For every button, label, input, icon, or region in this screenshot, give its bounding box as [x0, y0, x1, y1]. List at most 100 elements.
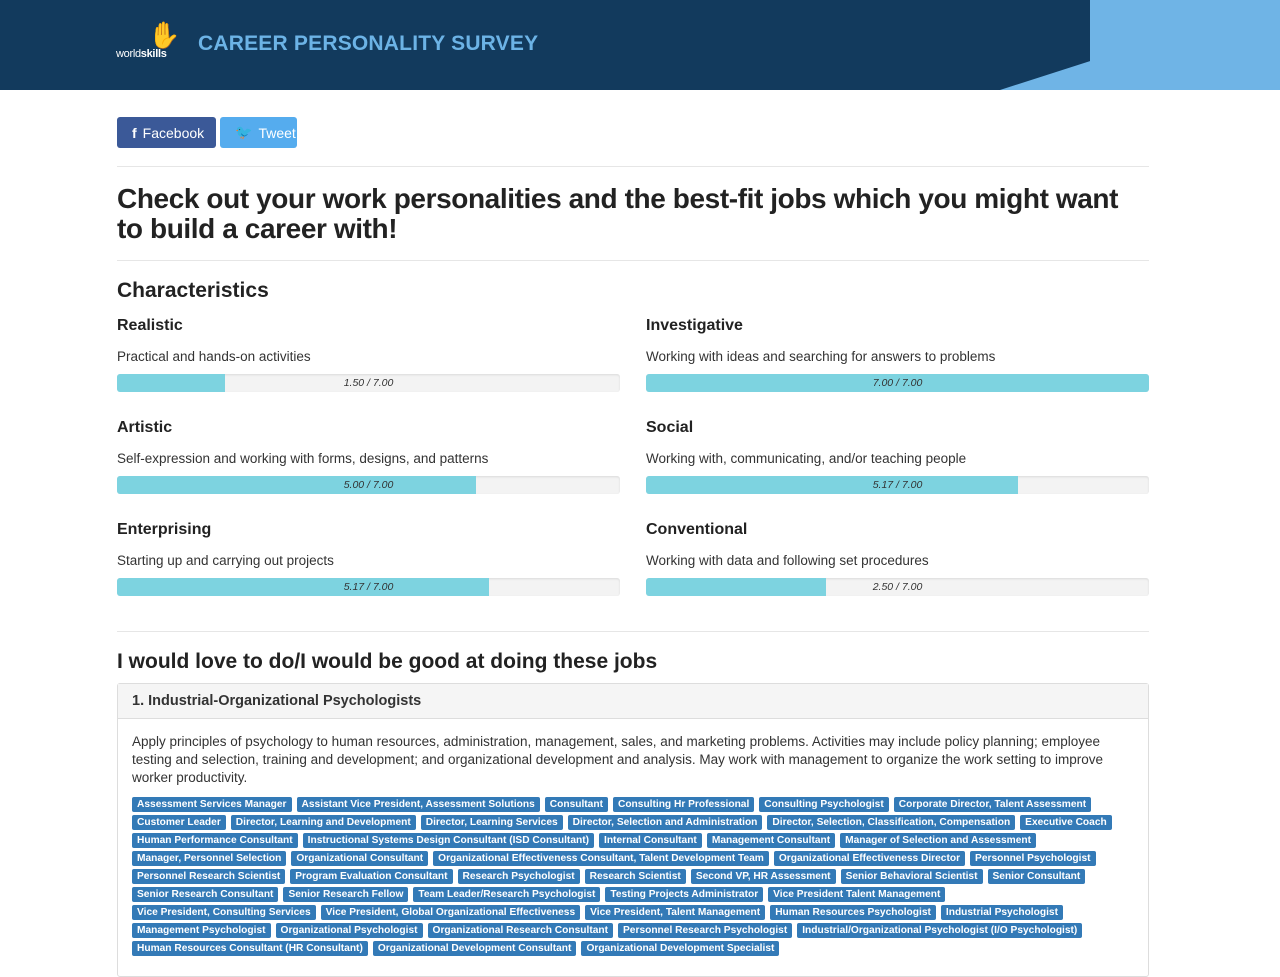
characteristic-desc: Practical and hands-on activities	[117, 349, 311, 364]
job-tag[interactable]: Personnel Psychologist	[970, 851, 1096, 866]
characteristic-investigative: Investigative Working with ideas and sear…	[646, 317, 1149, 419]
job-tag[interactable]: Organizational Effectiveness Consultant,…	[433, 851, 769, 866]
job-tag[interactable]: Organizational Development Consultant	[372, 941, 577, 956]
job-tag[interactable]: Customer Leader	[132, 815, 226, 830]
share-buttons: f Facebook 🐦 Tweet	[117, 117, 1149, 148]
job-tag[interactable]: Industrial Psychologist	[940, 905, 1063, 920]
score-bar: 5.17 / 7.00	[117, 578, 620, 596]
job-tag[interactable]: Director, Learning and Development	[230, 815, 416, 830]
job-tag[interactable]: Vice President, Global Organizational Ef…	[320, 905, 581, 920]
job-tag[interactable]: Personnel Research Scientist	[132, 869, 286, 884]
characteristic-name: Realistic	[117, 317, 183, 334]
job-tag[interactable]: Manager, Personnel Selection	[132, 851, 287, 866]
score-label: 5.17 / 7.00	[343, 581, 394, 593]
score-label: 5.17 / 7.00	[872, 479, 923, 491]
jobs-title: I would love to do/I would be good at do…	[117, 650, 658, 673]
job-tag[interactable]: Organizational Consultant	[291, 851, 429, 866]
job-tag[interactable]: Director, Learning Services	[420, 815, 563, 830]
score-bar-fill	[117, 578, 489, 596]
twitter-icon: 🐦	[235, 124, 253, 140]
job-tag[interactable]: Vice President Talent Management	[768, 887, 946, 902]
job-tag[interactable]: Research Scientist	[584, 869, 686, 884]
job-tag[interactable]: Vice President, Consulting Services	[132, 905, 316, 920]
facebook-label: Facebook	[142, 124, 205, 141]
characteristics-grid: Realistic Practical and hands-on activiti…	[117, 317, 1149, 623]
job-tag[interactable]: Management Consultant	[706, 833, 836, 848]
characteristic-artistic: Artistic Self-expression and working with…	[117, 419, 620, 521]
job-tag[interactable]: Senior Behavioral Scientist	[840, 869, 983, 884]
score-label: 2.50 / 7.00	[872, 581, 923, 593]
worldskills-logo[interactable]: ✋ worldskills	[116, 20, 181, 60]
characteristic-desc: Self-expression and working with forms, …	[117, 451, 489, 466]
job-tag[interactable]: Consultant	[544, 797, 608, 812]
job-title-tags: Assessment Services Manager Assistant Vic…	[132, 797, 1134, 956]
job-tag[interactable]: Senior Consultant	[987, 869, 1086, 884]
job-tag[interactable]: Assistant Vice President, Assessment Sol…	[296, 797, 540, 812]
job-tag[interactable]: Senior Research Fellow	[283, 887, 409, 902]
job-description: Apply principles of psychology to human …	[132, 734, 1104, 785]
job-tag[interactable]: Team Leader/Research Psychologist	[413, 887, 601, 902]
job-tag[interactable]: Organizational Development Specialist	[581, 941, 780, 956]
job-tag[interactable]: Senior Research Consultant	[132, 887, 279, 902]
job-tag[interactable]: Corporate Director, Talent Assessment	[893, 797, 1092, 812]
job-tag[interactable]: Director, Selection and Administration	[567, 815, 763, 830]
tweet-button[interactable]: 🐦 Tweet	[220, 117, 297, 148]
job-panel: 1. Industrial-Organizational Psychologis…	[117, 683, 1149, 977]
header-decoration-fill	[1090, 0, 1280, 90]
job-tag[interactable]: Manager of Selection and Assessment	[840, 833, 1037, 848]
characteristic-desc: Working with ideas and searching for ans…	[646, 349, 996, 364]
score-label: 7.00 / 7.00	[872, 377, 923, 389]
tweet-label: Tweet	[258, 124, 296, 141]
score-bar: 5.00 / 7.00	[117, 476, 620, 494]
score-bar: 2.50 / 7.00	[646, 578, 1149, 596]
job-tag[interactable]: Testing Projects Administrator	[605, 887, 764, 902]
characteristic-name: Investigative	[646, 317, 743, 334]
hand-icon: ✋	[148, 20, 181, 50]
score-label: 1.50 / 7.00	[343, 377, 394, 389]
score-bar-fill	[117, 374, 225, 392]
facebook-icon: f	[132, 124, 137, 141]
characteristic-enterprising: Enterprising Starting up and carrying out…	[117, 521, 620, 623]
job-tag[interactable]: Director, Selection, Classification, Com…	[767, 815, 1016, 830]
characteristic-name: Social	[646, 419, 694, 436]
site-header: ✋ worldskills CAREER PERSONALITY SURVEY	[0, 0, 1280, 90]
job-tag[interactable]: Second VP, HR Assessment	[690, 869, 836, 884]
job-tag[interactable]: Assessment Services Manager	[132, 797, 292, 812]
characteristic-name: Artistic	[117, 419, 173, 436]
job-tag[interactable]: Management Psychologist	[132, 923, 271, 938]
job-heading[interactable]: 1. Industrial-Organizational Psychologis…	[118, 684, 1148, 719]
job-tag[interactable]: Internal Consultant	[599, 833, 702, 848]
job-tag[interactable]: Consulting Psychologist	[759, 797, 889, 812]
characteristic-desc: Working with data and following set proc…	[646, 553, 929, 568]
job-tag[interactable]: Personnel Research Psychologist	[618, 923, 793, 938]
job-tag[interactable]: Program Evaluation Consultant	[290, 869, 453, 884]
job-tag[interactable]: Industrial/Organizational Psychologist (…	[797, 923, 1083, 938]
score-bar-fill	[646, 476, 1018, 494]
job-tag[interactable]: Executive Coach	[1020, 815, 1112, 830]
job-tag[interactable]: Vice President, Talent Management	[585, 905, 766, 920]
logo-text-bold: skills	[140, 48, 167, 60]
characteristic-desc: Starting up and carrying out projects	[117, 553, 334, 568]
score-bar-fill	[646, 374, 1149, 392]
job-tag[interactable]: Instructional Systems Design Consultant …	[302, 833, 594, 848]
score-bar-fill	[646, 578, 826, 596]
characteristics-title: Characteristics	[117, 279, 269, 302]
characteristic-social: Social Working with, communicating, and/o…	[646, 419, 1149, 521]
facebook-share-button[interactable]: f Facebook	[117, 117, 216, 148]
job-tag[interactable]: Human Resources Psychologist	[770, 905, 936, 920]
characteristic-conventional: Conventional Working with data and follow…	[646, 521, 1149, 623]
job-tag[interactable]: Organizational Effectiveness Director	[773, 851, 966, 866]
job-tag[interactable]: Consulting Hr Professional	[612, 797, 755, 812]
job-tag[interactable]: Human Resources Consultant (HR Consultan…	[132, 941, 368, 956]
page-headline: Check out your work personalities and th…	[117, 183, 1119, 244]
score-bar: 5.17 / 7.00	[646, 476, 1149, 494]
score-bar-fill	[117, 476, 477, 494]
job-tag[interactable]: Human Performance Consultant	[132, 833, 298, 848]
score-label: 5.00 / 7.00	[343, 479, 394, 491]
logo-text: world	[116, 48, 141, 60]
job-tag[interactable]: Organizational Psychologist	[275, 923, 423, 938]
job-tag[interactable]: Research Psychologist	[457, 869, 580, 884]
characteristic-name: Enterprising	[117, 521, 212, 538]
characteristic-name: Conventional	[646, 521, 748, 538]
job-tag[interactable]: Organizational Research Consultant	[427, 923, 614, 938]
